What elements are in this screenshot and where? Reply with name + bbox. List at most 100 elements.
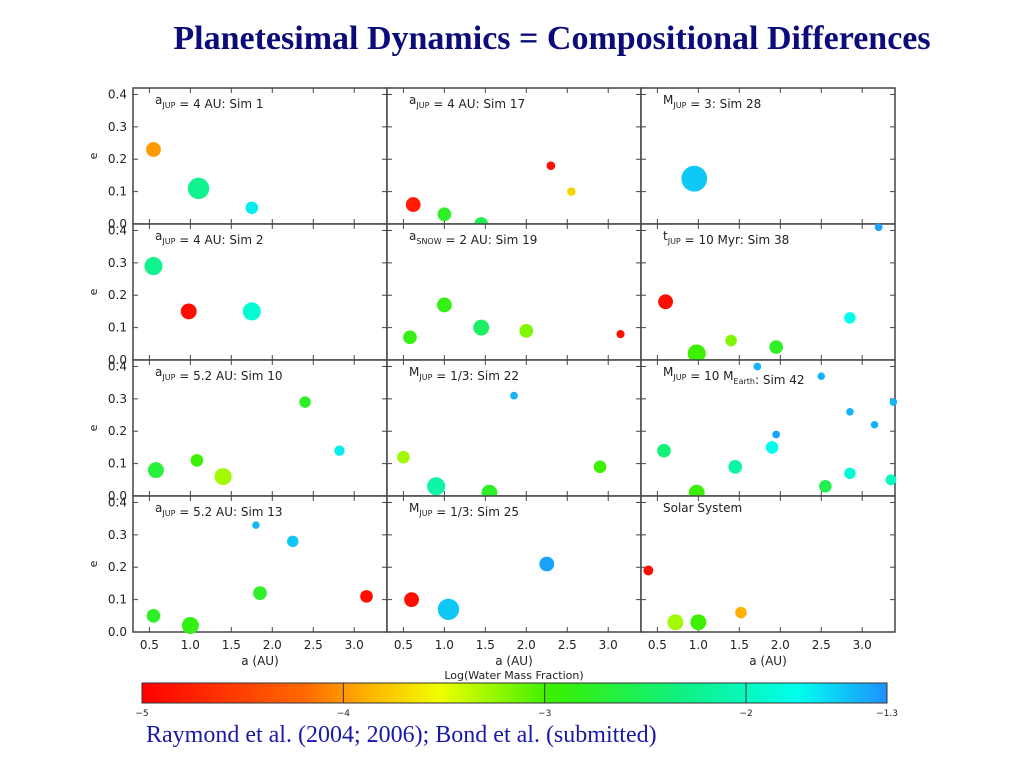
y-axis-label: e	[87, 560, 100, 567]
panel-grid: 0.0 0.1 0.2 0.3 0.4 e aJUP = 4 AU: Sim 1 aJUP =…	[87, 87, 898, 668]
scatter-panel: 0.0 0.1 0.2 0.3 0.4 e aJUP = 4 AU: Sim 1	[87, 87, 388, 231]
panel-label: MJUP = 3: Sim 28	[663, 93, 761, 111]
planet-point	[360, 590, 373, 603]
y-tick-label: 0.3	[108, 392, 127, 406]
x-tick-label: 3.0	[599, 638, 618, 652]
panel-frame	[132, 495, 388, 633]
colorbar-tick-label: −2	[739, 709, 752, 719]
panel-frame	[132, 87, 388, 225]
colorbar-tick-label: −1.3	[876, 709, 898, 719]
x-tick-label: 1.5	[222, 638, 241, 652]
panel-label: aJUP = 4 AU: Sim 1	[155, 93, 263, 111]
x-tick-label: 0.5	[648, 638, 667, 652]
scatter-panel: MJUP = 1/3: Sim 22	[386, 359, 642, 501]
planet-point	[690, 614, 707, 631]
planet-point	[539, 556, 555, 572]
planet-point	[519, 324, 534, 338]
x-axis-label: a (AU)	[495, 654, 533, 668]
y-tick-label: 0.4	[108, 87, 127, 101]
panel-label: aJUP = 4 AU: Sim 2	[155, 229, 263, 247]
y-tick-label: 0.0	[108, 625, 127, 639]
planet-point	[287, 535, 299, 548]
panel-frame	[386, 359, 642, 497]
panel-label: MJUP = 1/3: Sim 25	[409, 501, 519, 519]
x-tick-label: 0.5	[394, 638, 413, 652]
page-title: Planetesimal Dynamics = Compositional Di…	[173, 20, 931, 57]
y-tick-label: 0.1	[108, 457, 127, 471]
planet-point	[643, 565, 654, 576]
planet-point	[436, 297, 452, 313]
planet-point	[753, 362, 762, 371]
y-tick-label: 0.2	[108, 424, 127, 438]
panel-frame	[386, 87, 642, 225]
x-tick-label: 2.5	[304, 638, 323, 652]
planet-point	[546, 161, 556, 171]
planet-point	[725, 334, 737, 347]
planet-point	[437, 207, 452, 222]
y-tick-label: 0.2	[108, 152, 127, 166]
y-tick-label: 0.1	[108, 321, 127, 335]
colorbar-label: Log(Water Mass Fraction)	[444, 669, 583, 682]
planet-point	[146, 142, 161, 157]
panel-frame	[640, 87, 896, 225]
panel-frame	[640, 223, 896, 361]
y-tick-label: 0.2	[108, 288, 127, 302]
panel-label: aJUP = 5.2 AU: Sim 10	[155, 365, 283, 383]
x-tick-label: 2.0	[771, 638, 790, 652]
planet-point	[870, 420, 879, 429]
planet-point	[437, 598, 460, 621]
colorbar: Log(Water Mass Fraction) −5 −4 −3 −2 −1.3	[135, 669, 898, 719]
colorbar-tick-label: −3	[538, 709, 551, 719]
scatter-panel: 0.0 0.1 0.2 0.3 0.4 e 0.5 1.0 1.5 2.0 2.5 3.0 a (AU)…	[87, 495, 388, 668]
planet-point	[657, 443, 671, 458]
x-tick-label: 1.0	[435, 638, 454, 652]
x-tick-label: 1.5	[730, 638, 749, 652]
x-tick-label: 1.5	[476, 638, 495, 652]
y-tick-label: 0.1	[108, 593, 127, 607]
x-tick-label: 0.5	[140, 638, 159, 652]
planet-point	[658, 294, 673, 310]
planet-point	[187, 177, 210, 200]
planet-point	[885, 474, 897, 486]
scatter-panel: 0.0 0.1 0.2 0.3 0.4 e aJUP = 5.2 AU: Sim 10	[87, 359, 388, 503]
planet-point	[772, 430, 781, 439]
y-tick-label: 0.4	[108, 495, 127, 509]
x-axis-label: a (AU)	[241, 654, 279, 668]
panel-label: tJUP = 10 Myr: Sim 38	[663, 229, 789, 247]
planet-point	[403, 330, 417, 345]
planet-point	[616, 329, 625, 339]
panel-frame	[386, 495, 642, 633]
panel-label: aJUP = 4 AU: Sim 17	[409, 93, 525, 111]
scatter-panel: aJUP = 4 AU: Sim 17	[386, 87, 642, 231]
x-tick-label: 2.0	[263, 638, 282, 652]
planet-point	[735, 606, 747, 619]
y-axis-label: e	[87, 152, 100, 159]
planet-point	[567, 187, 576, 196]
y-tick-label: 0.3	[108, 256, 127, 270]
x-tick-label: 3.0	[853, 638, 872, 652]
panel-label: MJUP = 10 MEarth: Sim 42	[663, 365, 805, 387]
panel-frame	[132, 223, 388, 361]
planet-point	[844, 467, 856, 480]
planet-point	[146, 608, 161, 623]
scatter-panel: MJUP = 10 MEarth: Sim 42	[640, 359, 898, 501]
scatter-panel: 0.5 1.0 1.5 2.0 2.5 3.0 a (AU) MJUP = 1/3: Sim …	[386, 495, 642, 668]
planet-point	[299, 396, 311, 408]
citation: Raymond et al. (2004; 2006); Bond et al.…	[146, 722, 657, 748]
y-tick-label: 0.4	[108, 223, 127, 237]
planet-point	[889, 398, 898, 406]
planet-point	[190, 454, 204, 467]
y-tick-label: 0.0	[108, 353, 127, 367]
y-tick-label: 0.0	[108, 217, 127, 231]
planet-point	[405, 197, 421, 212]
y-tick-label: 0.2	[108, 560, 127, 574]
colorbar-tick-label: −5	[135, 709, 148, 719]
planet-point	[253, 586, 267, 600]
planet-point	[874, 223, 883, 232]
scatter-panel: tJUP = 10 Myr: Sim 38	[640, 223, 896, 363]
scatter-panel: aSNOW = 2 AU: Sim 19	[386, 223, 642, 361]
planet-point	[817, 372, 826, 380]
panel-label: Solar System	[663, 501, 742, 515]
planet-point	[473, 319, 490, 336]
panel-label: aJUP = 5.2 AU: Sim 13	[155, 501, 283, 519]
